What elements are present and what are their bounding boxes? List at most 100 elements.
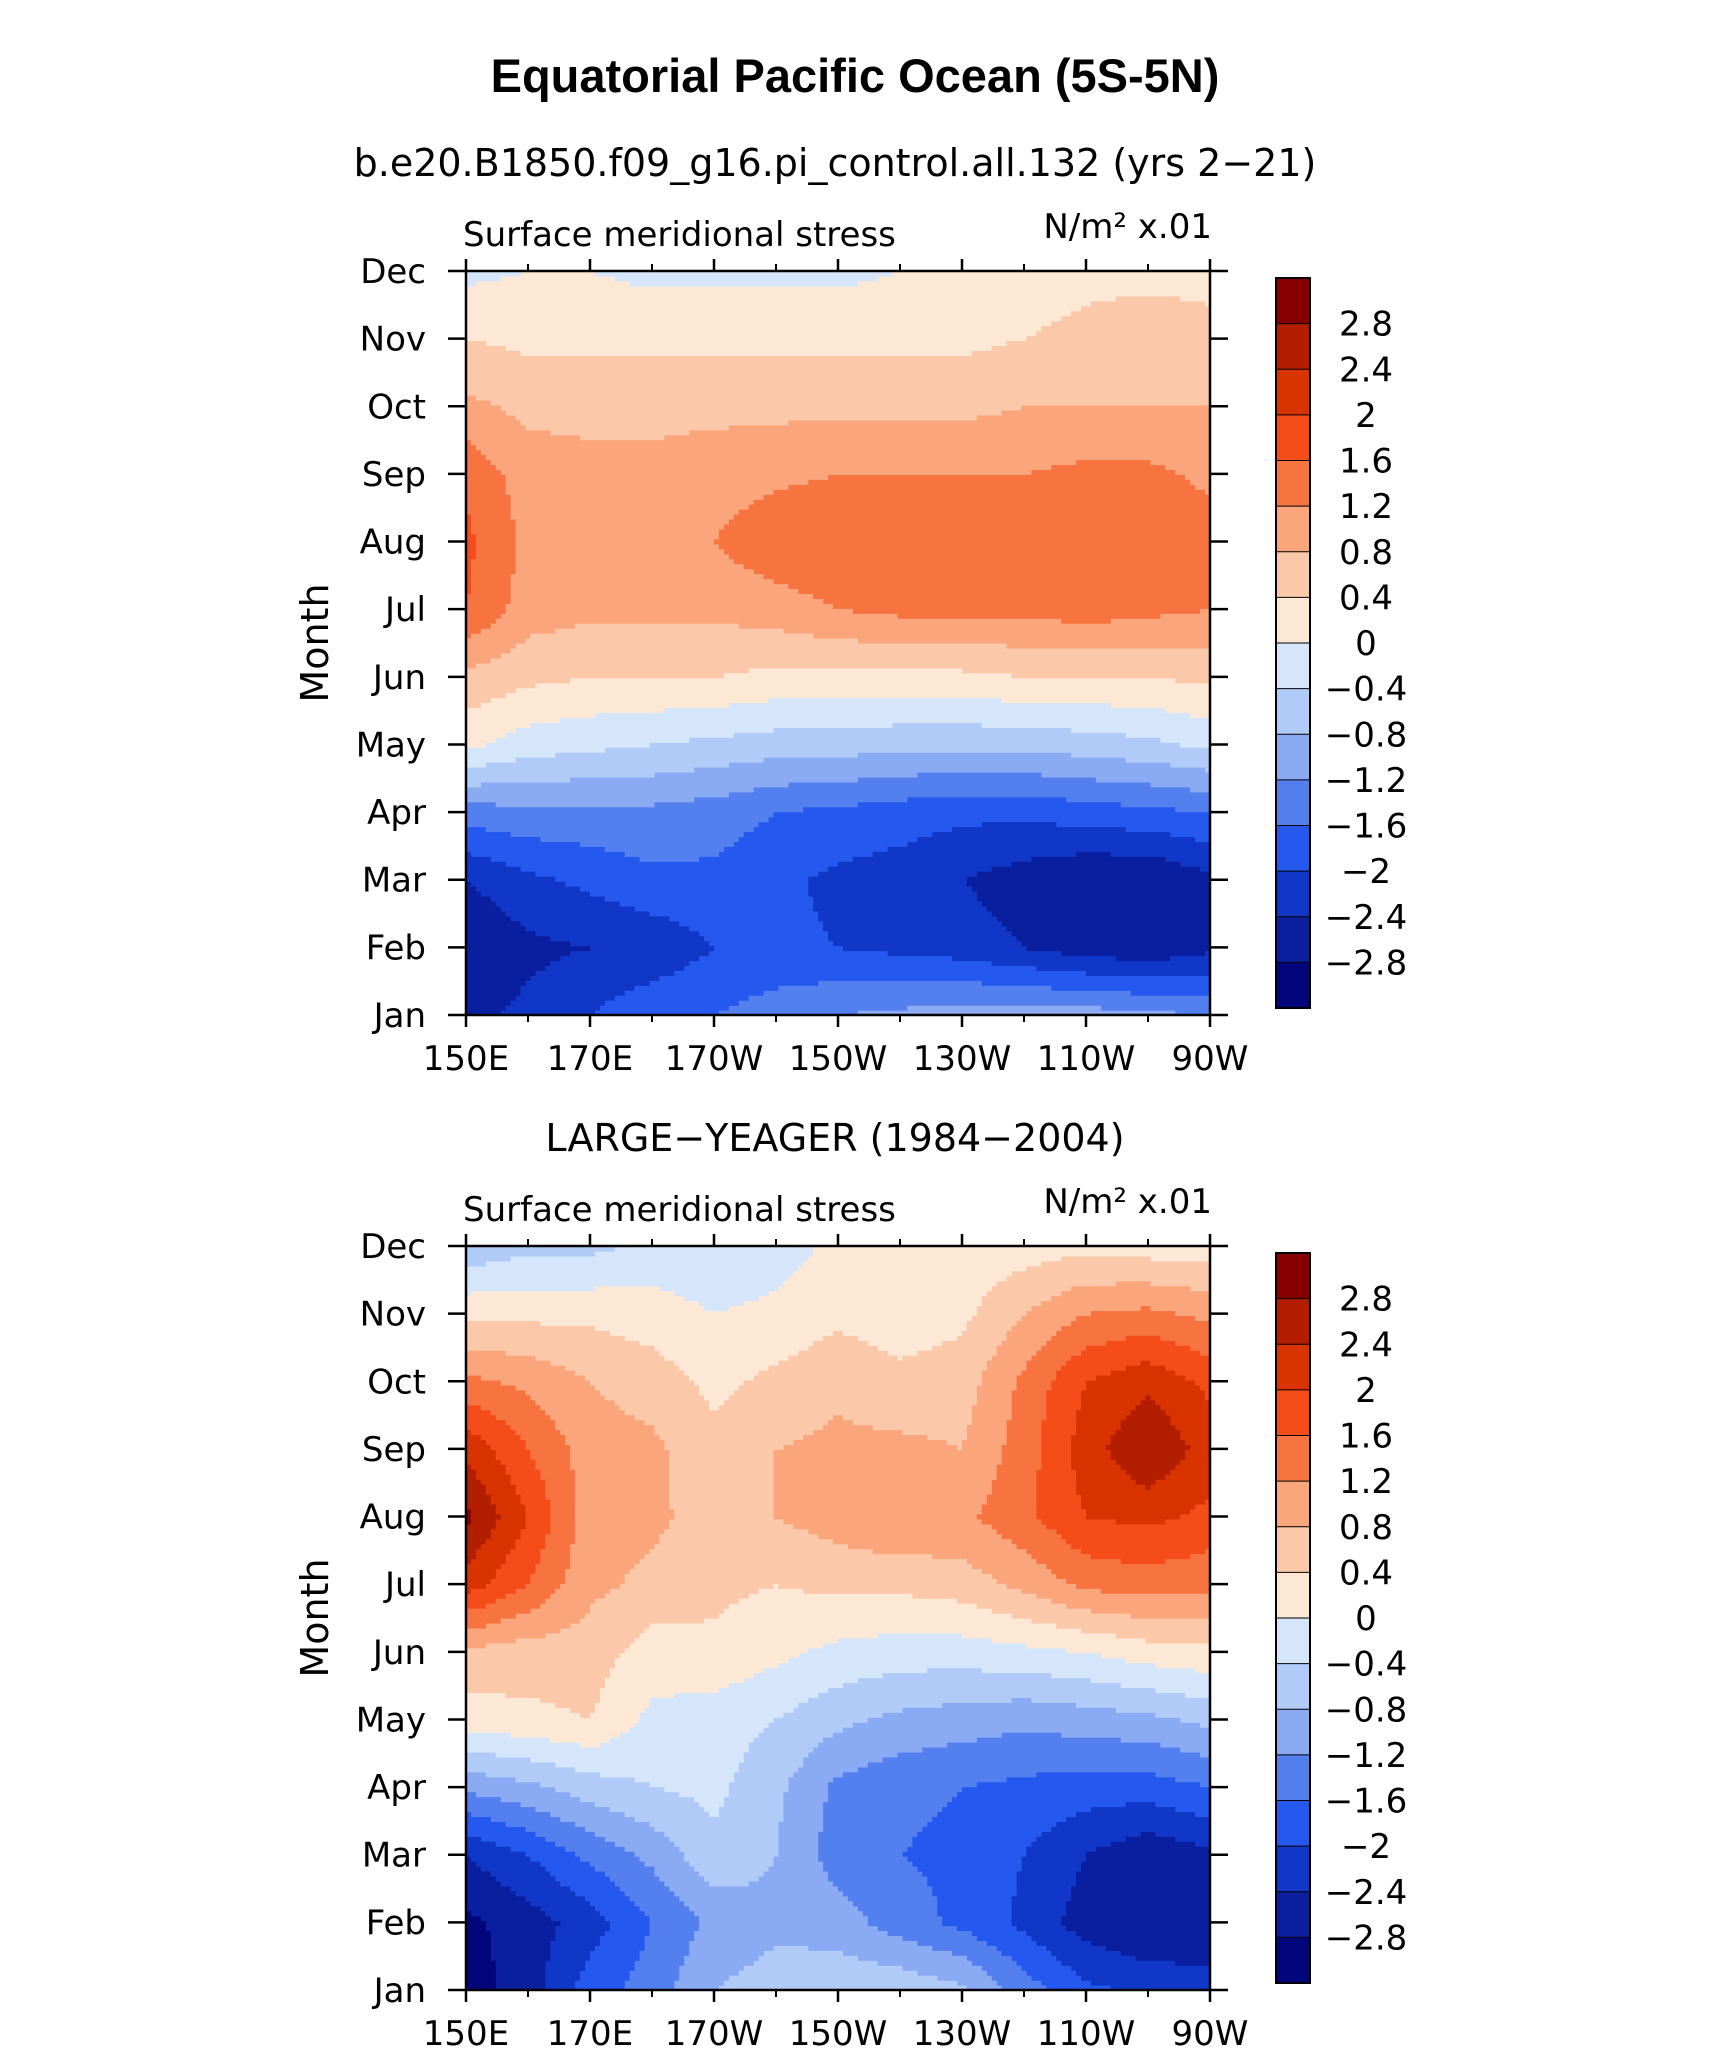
heatmap-cell xyxy=(466,1533,492,1540)
heatmap-cell xyxy=(1175,806,1210,813)
heatmap-cell xyxy=(1016,1374,1057,1381)
colorbar-swatch xyxy=(1276,643,1310,690)
heatmap-cell xyxy=(575,1474,670,1480)
heatmap-cell xyxy=(743,1677,859,1684)
heatmap-cell xyxy=(495,1985,546,1990)
heatmap-cell xyxy=(664,707,1166,714)
heatmap-cell xyxy=(1190,1285,1210,1292)
heatmap-cell xyxy=(575,1766,740,1773)
heatmap-cell xyxy=(857,1335,958,1341)
heatmap-cell xyxy=(1135,1955,1210,1961)
heatmap-cell xyxy=(758,1732,834,1738)
heatmap-cell xyxy=(1076,1409,1132,1416)
heatmap-cell xyxy=(1140,1305,1152,1312)
heatmap-cell xyxy=(490,1528,522,1535)
heatmap-cell xyxy=(1016,1384,1052,1391)
heatmap-cell xyxy=(952,955,1117,962)
heatmap-cell xyxy=(773,578,1210,585)
heatmap-cell xyxy=(718,1985,968,1990)
heatmap-cell xyxy=(877,1925,958,1932)
heatmap-cell xyxy=(466,573,472,580)
heatmap-cell xyxy=(1195,1667,1210,1674)
heatmap-cell xyxy=(1110,1439,1186,1445)
heatmap-cell xyxy=(510,1479,546,1485)
heatmap-cell xyxy=(773,1945,809,1951)
heatmap-cell xyxy=(510,831,745,838)
heatmap-cell xyxy=(580,1970,631,1976)
heatmap-cell xyxy=(604,1870,656,1877)
heatmap-cell xyxy=(639,1717,775,1723)
heatmap-cell xyxy=(981,1300,1042,1307)
heatmap-cell xyxy=(942,1806,1092,1813)
heatmap-cell xyxy=(828,1796,953,1803)
colorbar-swatch xyxy=(1276,1298,1310,1345)
heatmap-cell xyxy=(1026,1930,1077,1937)
heatmap-cell xyxy=(1071,1449,1112,1455)
heatmap-cell xyxy=(1031,1935,1082,1941)
heatmap-cell xyxy=(1155,1712,1210,1718)
heatmap-cell xyxy=(1130,1474,1166,1480)
heatmap-cell xyxy=(738,836,918,842)
heatmap-cell xyxy=(466,1776,517,1783)
heatmap-cell xyxy=(902,1851,1028,1857)
heatmap-cell xyxy=(515,558,735,565)
heatmap-cell xyxy=(599,1389,700,1396)
heatmap-cell xyxy=(758,1295,983,1302)
heatmap-cell xyxy=(466,608,507,614)
heatmap-cell xyxy=(659,1350,799,1356)
heatmap-cell xyxy=(743,1300,983,1307)
heatmap-cell xyxy=(466,315,1062,322)
heatmap-cell xyxy=(773,1484,993,1490)
heatmap-cell xyxy=(922,1826,1052,1832)
heatmap-cell xyxy=(1051,1672,1210,1679)
heatmap-cell xyxy=(957,1444,963,1450)
heatmap-cell xyxy=(1061,1255,1152,1262)
heatmap-cell xyxy=(466,1702,556,1708)
heatmap-cell xyxy=(1076,1469,1127,1475)
heatmap-cell xyxy=(699,1300,745,1307)
heatmap-cell xyxy=(490,1870,551,1877)
heatmap-cell xyxy=(466,1310,978,1317)
heatmap-cell xyxy=(659,1875,705,1882)
heatmap-cell xyxy=(788,1776,834,1783)
heatmap-cell xyxy=(545,1975,581,1981)
heatmap-cell xyxy=(466,950,571,957)
heatmap-cell xyxy=(788,1781,829,1788)
y-tick-label: Jul xyxy=(383,1565,426,1605)
heatmap-cell xyxy=(1150,1360,1210,1366)
heatmap-cell xyxy=(1165,1518,1210,1525)
heatmap-cell xyxy=(550,1870,606,1877)
heatmap-cell xyxy=(1051,1826,1210,1832)
heatmap-cell xyxy=(520,920,680,927)
heatmap-cell xyxy=(466,1513,472,1520)
heatmap-cell xyxy=(1115,1280,1152,1287)
heatmap-cell xyxy=(466,722,532,728)
heatmap-cell xyxy=(694,767,1206,773)
heatmap-cell xyxy=(624,851,720,857)
heatmap-cell xyxy=(500,613,899,619)
heatmap-cell xyxy=(466,380,1210,386)
heatmap-cell xyxy=(991,1573,1057,1579)
heatmap-cell xyxy=(466,1756,532,1763)
heatmap-cell xyxy=(466,628,482,634)
heatmap-cell xyxy=(594,271,894,277)
heatmap-cell xyxy=(728,1786,789,1793)
heatmap-cell xyxy=(639,1950,690,1956)
heatmap-cell xyxy=(1090,1310,1176,1317)
heatmap-cell xyxy=(490,399,1210,406)
heatmap-cell xyxy=(1036,1484,1077,1490)
heatmap-cell xyxy=(1180,1746,1210,1753)
heatmap-cell xyxy=(723,1980,958,1986)
heatmap-cell xyxy=(1155,1831,1210,1837)
heatmap-cell xyxy=(733,1776,789,1783)
heatmap-cell xyxy=(510,578,775,585)
heatmap-cell xyxy=(649,1920,700,1927)
heatmap-cell xyxy=(466,1861,477,1867)
heatmap-cell xyxy=(629,280,859,287)
heatmap-cell xyxy=(922,1746,1181,1753)
heatmap-cell xyxy=(466,1424,512,1431)
heatmap-cell xyxy=(1140,1360,1152,1366)
heatmap-cell xyxy=(466,469,502,475)
heatmap-cell xyxy=(594,1285,661,1292)
y-tick-label: Oct xyxy=(367,387,426,427)
